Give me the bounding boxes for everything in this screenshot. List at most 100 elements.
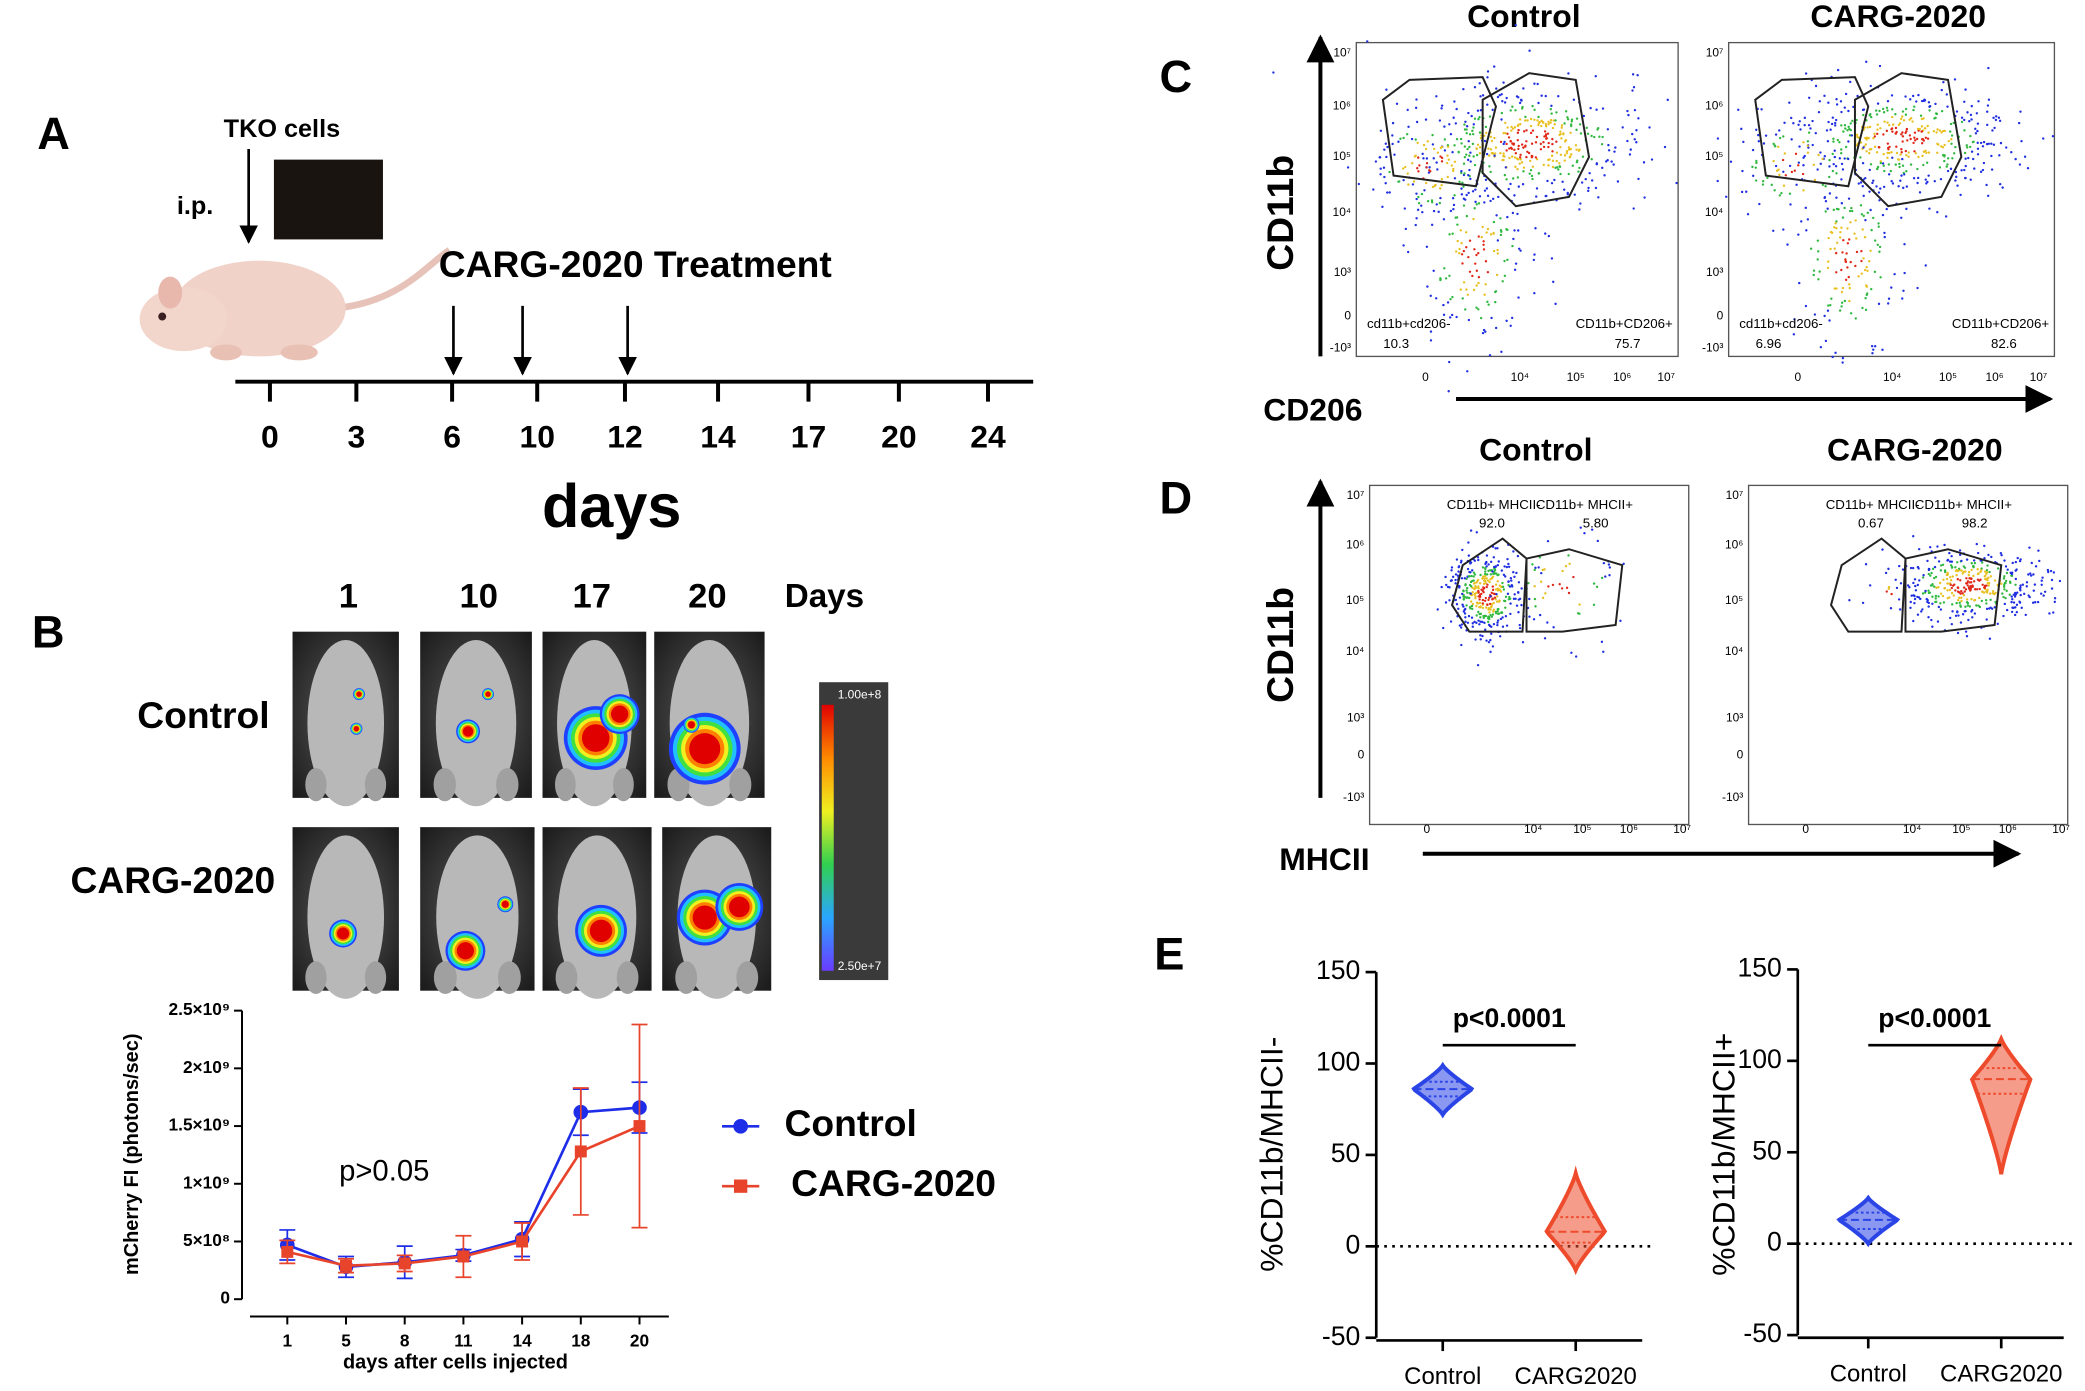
event-dot — [1745, 190, 1748, 193]
event-dot — [2028, 595, 2031, 599]
event-dot — [1528, 615, 1531, 618]
event-dot — [1934, 575, 1938, 579]
event-dot — [1781, 158, 1785, 162]
event-dot — [1868, 584, 1872, 587]
event-dot — [1450, 313, 1454, 317]
event-dot — [1476, 580, 1479, 583]
x-tick-label: 10⁵ — [1567, 370, 1585, 384]
event-dot — [1578, 208, 1581, 211]
event-dot — [1454, 573, 1458, 576]
event-dot — [1985, 618, 1988, 621]
event-dot — [1716, 137, 1720, 140]
event-dot — [1538, 613, 1542, 617]
event-dot — [1821, 157, 1824, 161]
event-dot — [1505, 565, 1509, 569]
event-dot — [1477, 118, 1480, 121]
event-dot — [1386, 191, 1389, 194]
event-dot — [1458, 247, 1461, 251]
event-dot — [1912, 619, 1915, 623]
event-dot — [1988, 637, 1992, 640]
x-tick-label: 18 — [571, 1330, 591, 1350]
event-dot — [1483, 614, 1487, 617]
event-dot — [1954, 569, 1958, 573]
event-dot — [1393, 153, 1396, 156]
event-dot — [1466, 370, 1469, 373]
event-dot — [1491, 613, 1495, 616]
event-dot — [1399, 137, 1402, 140]
event-dot — [1459, 626, 1463, 629]
event-dot — [1551, 159, 1555, 162]
event-dot — [1577, 170, 1580, 173]
event-dot — [1866, 269, 1869, 273]
event-dot — [1511, 585, 1514, 588]
event-dot — [1849, 128, 1853, 132]
event-dot — [1537, 566, 1540, 569]
event-dot — [1473, 117, 1477, 120]
event-dot — [1484, 566, 1487, 570]
event-dot — [1879, 160, 1882, 163]
event-dot — [1976, 551, 1980, 555]
event-dot — [1564, 110, 1568, 113]
event-dot — [1567, 146, 1571, 149]
event-dot — [1935, 586, 1938, 590]
y-tick-label: 10³ — [1334, 265, 1351, 279]
treatment-label: CARG-2020 Treatment — [439, 243, 832, 285]
event-dot — [1482, 248, 1486, 251]
event-dot — [1503, 259, 1506, 263]
event-dot — [1439, 196, 1442, 200]
event-dot — [1534, 156, 1538, 159]
event-dot — [1433, 184, 1437, 188]
event-dot — [1534, 141, 1538, 144]
event-dot — [1954, 589, 1957, 592]
event-dot — [1460, 623, 1464, 626]
event-dot — [1948, 616, 1952, 620]
event-dot — [1626, 139, 1629, 143]
event-dot — [1905, 153, 1908, 157]
event-dot — [1478, 582, 1482, 585]
event-dot — [1544, 232, 1547, 235]
event-dot — [1862, 146, 1865, 149]
event-dot — [1962, 586, 1966, 589]
event-dot — [2026, 166, 2030, 170]
event-dot — [1461, 297, 1464, 300]
x-tick-label: 10⁷ — [2052, 822, 2070, 836]
event-dot — [1479, 109, 1483, 112]
event-dot — [1457, 570, 1460, 573]
event-dot — [1477, 202, 1481, 205]
event-dot — [2010, 574, 2014, 578]
event-dot — [1897, 598, 1901, 601]
event-dot — [1642, 161, 1646, 164]
event-dot — [1926, 599, 1929, 602]
event-dot — [1493, 154, 1496, 157]
event-dot — [1972, 580, 1976, 583]
event-dot — [1464, 616, 1467, 619]
event-dot — [1451, 151, 1454, 154]
event-dot — [1913, 105, 1916, 108]
event-dot — [1498, 584, 1502, 587]
event-dot — [1829, 303, 1832, 307]
event-dot — [2008, 593, 2011, 596]
panel-label: B — [32, 607, 65, 658]
event-dot — [1272, 71, 1275, 74]
event-dot — [1600, 576, 1604, 580]
mouse-leg — [497, 961, 521, 994]
event-dot — [1927, 572, 1930, 576]
event-dot — [1950, 560, 1954, 563]
event-dot — [1444, 601, 1448, 604]
x-tick-label: 10⁵ — [1573, 822, 1591, 836]
event-dot — [1554, 119, 1557, 122]
event-dot — [1909, 566, 1913, 570]
event-dot — [1838, 157, 1842, 160]
gate-label: cd11b+cd206- — [1739, 316, 1823, 331]
event-dot — [1477, 558, 1480, 562]
event-dot — [1384, 142, 1388, 145]
event-dot — [1948, 588, 1952, 592]
event-dot — [1922, 163, 1925, 167]
event-dot — [1911, 94, 1915, 98]
y-tick-label: 10⁶ — [1346, 537, 1364, 551]
event-dot — [1528, 172, 1531, 175]
event-dot — [1462, 589, 1465, 592]
event-dot — [1484, 628, 1487, 631]
signal-blob — [728, 896, 750, 918]
plot-title: CARG-2020 — [1827, 432, 2003, 468]
